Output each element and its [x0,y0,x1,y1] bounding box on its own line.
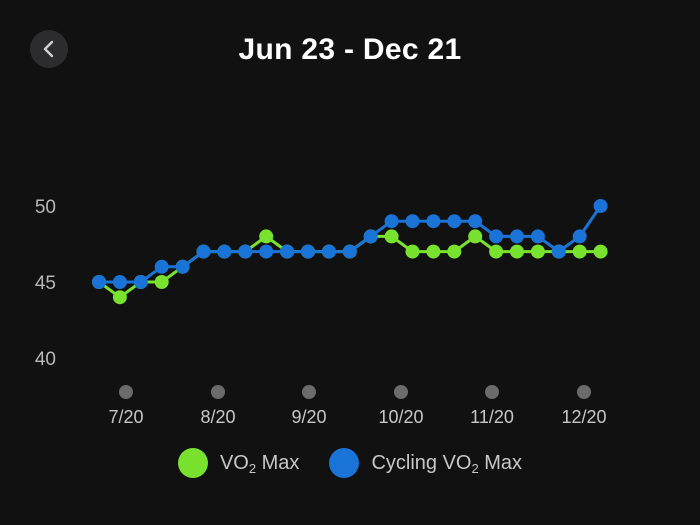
legend-item-vo2-max[interactable]: VO2 Max [177,448,300,478]
vo2-max-point [510,244,524,259]
y-tick-label: 40 [35,349,56,370]
cycling-vo2-max-point [593,199,608,213]
cycling-vo2-max-point [217,244,232,259]
vo2-max-point [259,229,274,244]
cycling-vo2-max-point [154,259,169,274]
legend-swatch-vo2-max [177,448,208,478]
vo2-max-point [468,229,483,244]
cycling-vo2-max-point [489,229,504,244]
cycling-vo2-max-point [551,244,566,259]
cycling-vo2-max-point [468,214,483,229]
y-tick-label: 50 [35,197,56,218]
back-button[interactable] [30,30,68,68]
cycling-vo2-max-point [301,244,315,259]
legend-swatch-cycling-vo2-max [329,448,360,478]
vo2-max-chart: 40 45 50 7/20 8/20 9/20 10/20 11/20 12/20 [35,197,608,427]
vo2-max-point [572,244,587,259]
vo2-max-point [593,244,608,259]
x-tick-label: 12/20 [561,407,606,427]
cycling-vo2-max-point [363,229,378,244]
x-tick-dot [211,385,225,399]
cycling-vo2-max-point [175,259,190,274]
x-tick-label: 7/20 [108,407,143,427]
legend-label-vo2-max: VO2 Max [219,451,300,476]
cycling-vo2-max-point [572,229,587,244]
cycling-vo2-max-line [99,205,602,284]
x-tick-label: 9/20 [291,407,326,427]
x-tick-dot [485,385,499,399]
vo2-max-point [154,275,169,289]
vo2-max-point [489,244,504,259]
cycling-vo2-max-point [92,275,106,289]
page-title: Jun 23 - Dec 21 [238,33,462,66]
vo2-max-point [530,244,545,259]
legend-label-cycling-vo2-max: Cycling VO2 Max [371,451,523,476]
x-tick-dot [302,385,316,399]
cycling-vo2-max-point [112,275,127,289]
cycling-vo2-max-point [530,229,545,244]
x-tick-dot [577,385,591,399]
x-tick-label: 8/20 [200,407,235,427]
vo2-max-point [384,229,399,244]
vo2-max-point [405,244,420,259]
cycling-vo2-max-point [259,244,274,259]
cycling-vo2-max-point [280,244,295,259]
vo2-max-point [447,244,462,259]
cycling-vo2-max-point [447,214,462,229]
y-tick-label: 45 [35,273,56,294]
cycling-vo2-max-point [510,229,524,244]
cycling-vo2-max-point [196,244,211,259]
cycling-vo2-max-point [133,275,148,289]
legend-item-cycling-vo2-max[interactable]: Cycling VO2 Max [329,448,522,478]
x-tick-dot [394,385,408,399]
x-tick-dot [119,385,133,399]
vo2-max-point [112,290,127,305]
x-tick-label: 10/20 [378,407,423,427]
cycling-vo2-max-point [238,244,253,259]
cycling-vo2-max-point [426,214,441,229]
x-tick-label: 11/20 [470,407,514,427]
cycling-vo2-max-point [405,214,420,229]
cycling-vo2-max-point [321,244,336,259]
chevron-left-icon [43,40,54,58]
chart-legend: VO2 Max Cycling VO2 Max [0,448,700,478]
cycling-vo2-max-point [384,214,399,229]
vo2-max-point [426,244,441,259]
cycling-vo2-max-point [342,244,357,259]
